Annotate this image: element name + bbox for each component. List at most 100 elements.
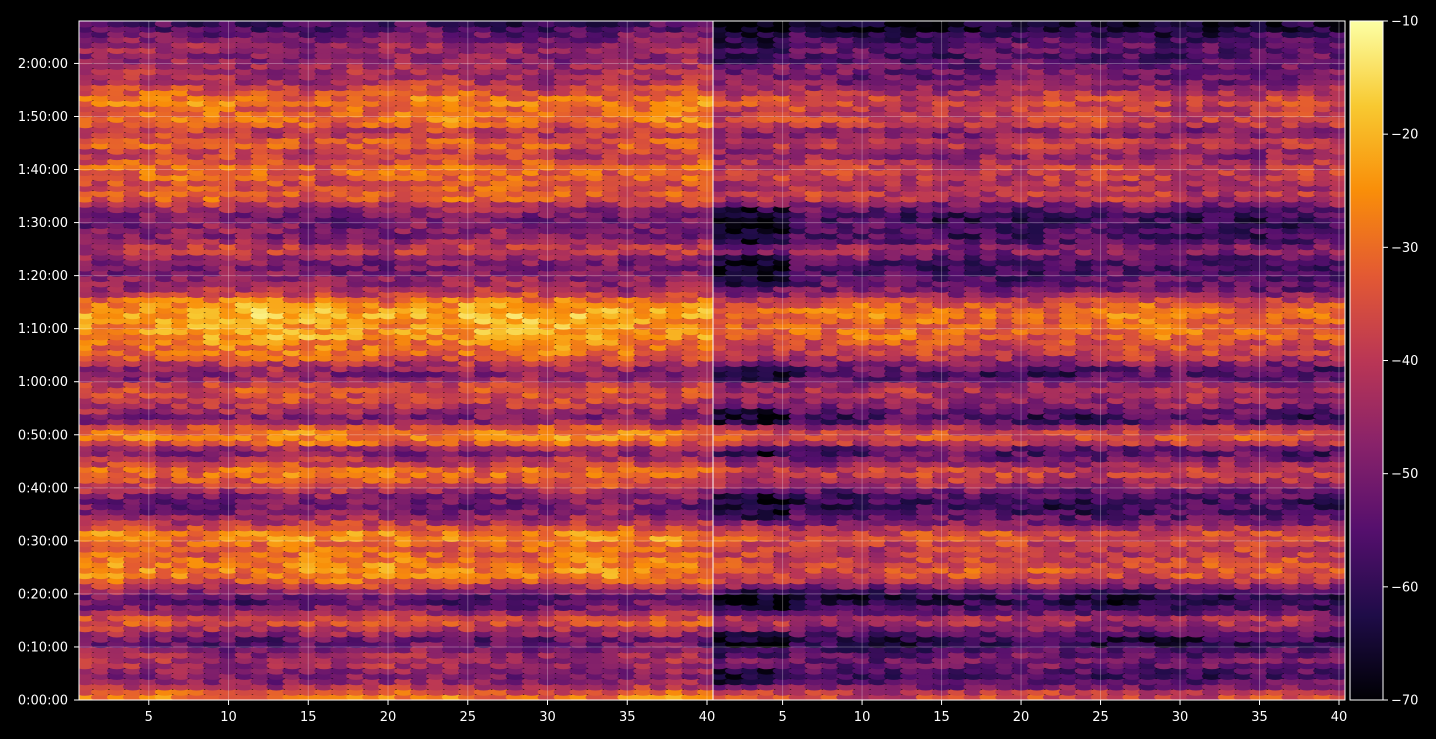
heatmap-cell bbox=[282, 661, 303, 670]
heatmap-cell bbox=[107, 131, 127, 139]
heatmap-cell bbox=[553, 598, 574, 606]
heatmap-cell bbox=[505, 603, 526, 611]
heatmap-cell bbox=[330, 332, 351, 341]
heatmap-cell bbox=[441, 592, 462, 601]
heatmap-cell bbox=[394, 486, 414, 495]
heatmap-cell bbox=[91, 555, 111, 564]
heatmap-cell bbox=[122, 560, 143, 569]
heatmap-cell bbox=[298, 110, 319, 118]
heatmap-cell bbox=[394, 529, 414, 537]
heatmap-cell bbox=[665, 316, 685, 325]
heatmap-cell bbox=[218, 274, 239, 283]
heatmap-cell bbox=[170, 210, 191, 219]
heatmap-cell bbox=[441, 248, 462, 256]
heatmap-cell bbox=[362, 428, 382, 436]
heatmap-cell bbox=[346, 78, 366, 86]
heatmap-cell bbox=[378, 179, 398, 187]
heatmap-cell bbox=[473, 179, 494, 187]
heatmap-cell bbox=[378, 486, 398, 495]
heatmap-cell bbox=[473, 370, 494, 378]
heatmap-cell bbox=[473, 667, 494, 675]
heatmap-cell bbox=[186, 242, 207, 251]
heatmap-cell bbox=[617, 301, 638, 309]
heatmap-cell bbox=[505, 454, 526, 463]
heatmap-cell bbox=[122, 417, 143, 426]
heatmap-cell bbox=[170, 423, 191, 431]
heatmap-cell bbox=[665, 306, 685, 314]
heatmap-cell bbox=[266, 645, 287, 654]
heatmap-cell bbox=[665, 115, 685, 123]
heatmap-cell bbox=[122, 412, 143, 421]
heatmap-cell bbox=[186, 295, 207, 304]
heatmap-cell bbox=[473, 412, 494, 421]
heatmap-cell bbox=[505, 226, 526, 235]
heatmap-cell bbox=[410, 640, 430, 649]
heatmap-cell bbox=[298, 454, 319, 463]
heatmap-cell bbox=[91, 396, 111, 405]
heatmap-cell bbox=[202, 598, 223, 606]
heatmap-cell bbox=[394, 412, 414, 421]
heatmap-cell bbox=[154, 343, 175, 352]
heatmap-cell bbox=[218, 598, 239, 606]
heatmap-cell bbox=[473, 290, 494, 299]
heatmap-cell bbox=[122, 163, 143, 171]
heatmap-cell bbox=[457, 454, 478, 463]
heatmap-cell bbox=[122, 311, 143, 320]
heatmap-cell bbox=[314, 83, 335, 92]
heatmap-cell bbox=[410, 412, 430, 421]
heatmap-cell bbox=[186, 651, 207, 659]
heatmap-cell bbox=[362, 253, 382, 261]
heatmap-cell bbox=[665, 614, 685, 622]
heatmap-cell bbox=[601, 497, 622, 505]
heatmap-cell bbox=[154, 110, 175, 118]
heatmap-cell bbox=[202, 555, 223, 564]
heatmap-cell bbox=[107, 226, 127, 235]
heatmap-cell bbox=[410, 194, 430, 203]
heatmap-cell bbox=[553, 290, 574, 299]
heatmap-cell bbox=[681, 173, 701, 182]
heatmap-cell bbox=[553, 141, 574, 150]
heatmap-cell bbox=[282, 338, 303, 346]
heatmap-cell bbox=[202, 603, 223, 611]
heatmap-cell bbox=[138, 290, 159, 299]
heatmap-cell bbox=[138, 104, 159, 113]
heatmap-cell bbox=[298, 125, 319, 134]
heatmap-cell bbox=[426, 412, 446, 421]
heatmap-cell bbox=[234, 205, 255, 214]
heatmap-cell bbox=[681, 385, 701, 394]
heatmap-cell bbox=[154, 359, 175, 368]
heatmap-cell bbox=[378, 359, 398, 368]
heatmap-cell bbox=[138, 205, 159, 214]
heatmap-cell bbox=[266, 163, 287, 171]
heatmap-cell bbox=[633, 571, 654, 580]
heatmap-cell bbox=[346, 157, 366, 166]
heatmap-cell bbox=[362, 423, 382, 431]
heatmap-cell bbox=[91, 274, 111, 283]
heatmap-cell bbox=[202, 682, 223, 691]
heatmap-cell bbox=[585, 83, 606, 92]
heatmap-cell bbox=[346, 614, 366, 622]
heatmap-cell bbox=[154, 157, 175, 166]
heatmap-cell bbox=[537, 614, 558, 622]
heatmap-cell bbox=[426, 131, 446, 139]
heatmap-cell bbox=[362, 645, 382, 654]
heatmap-cell bbox=[489, 407, 510, 415]
heatmap-cell bbox=[649, 502, 670, 511]
heatmap-cell bbox=[441, 157, 462, 166]
heatmap-cell bbox=[394, 343, 414, 352]
heatmap-cell bbox=[138, 88, 159, 97]
heatmap-cell bbox=[122, 67, 143, 76]
heatmap-cell bbox=[521, 253, 542, 261]
heatmap-cell bbox=[314, 619, 335, 627]
heatmap-cell bbox=[378, 661, 398, 670]
heatmap-cell bbox=[250, 460, 271, 468]
heatmap-cell bbox=[330, 322, 351, 330]
heatmap-cell bbox=[266, 444, 287, 452]
heatmap-cell bbox=[298, 640, 319, 649]
heatmap-cell bbox=[426, 587, 446, 596]
heatmap-cell bbox=[426, 327, 446, 336]
heatmap-cell bbox=[569, 619, 590, 627]
heatmap-cell bbox=[633, 157, 654, 166]
heatmap-cell bbox=[346, 179, 366, 187]
heatmap-cell bbox=[298, 237, 319, 245]
